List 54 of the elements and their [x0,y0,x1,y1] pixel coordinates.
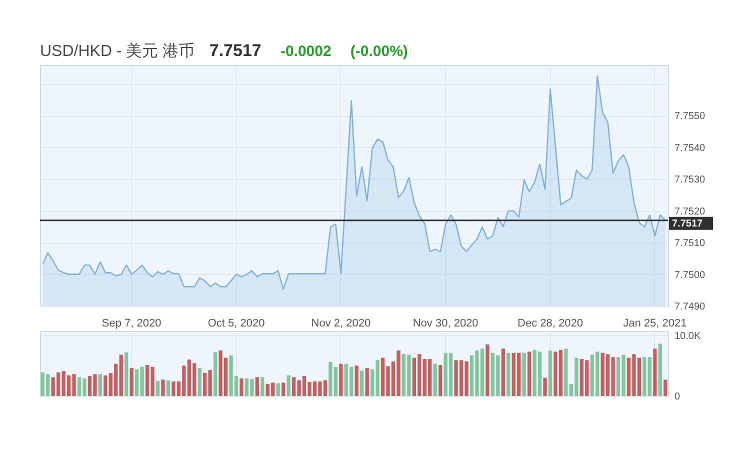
y-tick-label: 10.0K [674,330,701,342]
bar [240,378,244,396]
bar [527,352,532,396]
bar [260,377,264,396]
bar [203,372,207,396]
bar [548,350,552,396]
ref-line-label: 7.7517 [672,218,704,230]
bar [124,352,128,396]
bar [282,382,286,396]
y-tick-label: 7.7540 [674,142,706,154]
x-tick-label: Oct 5, 2020 [208,318,265,330]
bar [658,344,662,396]
bar [255,377,260,396]
x-tick-label: Sep 7, 2020 [102,318,162,330]
bar [365,368,369,396]
text: (-0.00%) [350,43,408,60]
y-tick-label: 0 [674,392,680,402]
bar [543,378,547,396]
bar [360,370,364,396]
bar [104,375,108,396]
bar [276,383,280,396]
bar [522,352,526,396]
bar [486,344,490,396]
bar [161,380,165,396]
bar [130,368,134,396]
bar [438,365,442,396]
bar [119,354,123,396]
x-tick-label: Jan 25, 2021 [623,318,687,330]
bar [433,364,437,396]
bar [198,368,202,396]
bar [286,375,290,396]
bar [208,370,212,396]
text: 7.7517 [209,41,262,60]
bar [506,352,510,396]
bar [653,348,657,396]
bar [664,380,668,396]
text: -0.0002 [280,43,332,60]
chart-title: USD/HKD - 美元 港币 [40,42,195,60]
y-tick-label: 7.7490 [674,302,706,312]
x-tick-label: Nov 30, 2020 [412,318,478,330]
bar [339,364,343,396]
bar [501,348,505,396]
bar [213,352,218,396]
y-tick-label: 7.7520 [674,206,706,218]
bar [156,380,160,396]
x-tick-label: Dec 28, 2020 [518,318,583,330]
y-tick-label: 7.7530 [674,174,706,186]
bar [98,374,102,396]
y-tick-label: 7.7500 [674,270,706,281]
y-tick-label: 7.7550 [674,111,706,122]
x-tick-label: Nov 2, 2020 [311,318,371,330]
y-tick-label: 7.7510 [674,238,706,250]
bar [354,366,358,396]
bar [166,380,170,396]
